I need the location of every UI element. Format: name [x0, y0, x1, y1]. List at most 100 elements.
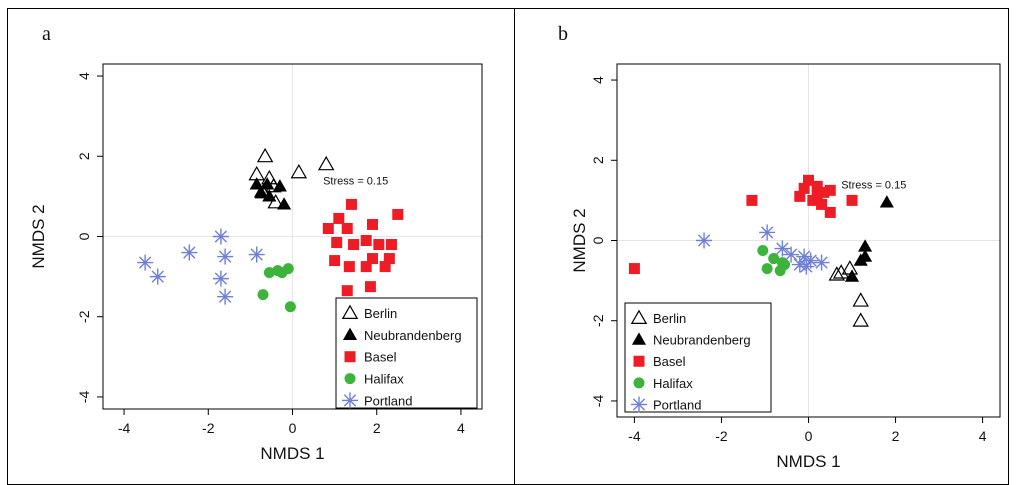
panel-a-point-basel — [341, 285, 353, 297]
panel-b-series-portland — [696, 224, 830, 275]
panel-a-point-neubrandenberg — [249, 177, 264, 190]
panel-a-xtick-label: 2 — [373, 420, 381, 436]
panel-a-point-basel — [367, 253, 379, 265]
panel-a-point-halifax — [284, 301, 296, 313]
panel-a-point-neubrandenberg — [260, 177, 275, 190]
panel-a-point-portland — [149, 268, 166, 285]
panel-a-point-basel — [345, 198, 357, 210]
panel-b-ytick-label: 0 — [590, 236, 606, 244]
panel-b-xtick-label: -4 — [628, 428, 641, 444]
panel-a-xtick-label: 4 — [457, 420, 465, 436]
panel-b-series-berlin — [828, 260, 869, 327]
panel-b-point-portland — [759, 224, 776, 241]
panel-b-point-portland — [783, 246, 800, 263]
panel-b-point-neubrandenberg — [853, 253, 868, 266]
panel-a-series-berlin — [248, 147, 335, 209]
panel-a-y-axis-title: NMDS 2 — [29, 204, 48, 268]
panel-b-ytick-label: 4 — [590, 76, 606, 84]
panel-a-xtick-label: -4 — [118, 420, 131, 436]
panel-b-point-basel — [811, 190, 823, 202]
figure-frame — [7, 8, 1009, 485]
panel-b-point-berlin — [852, 312, 869, 327]
panel-a-point-portland — [217, 248, 234, 265]
panel-a-point-basel — [367, 218, 379, 230]
panel-a-legend-label-halifax: Halifax — [364, 372, 404, 387]
panel-a-series-neubrandenberg — [249, 177, 292, 210]
panel-b-legend-label-neubrandenberg: Neubrandenberg — [653, 333, 751, 348]
panel-a-point-neubrandenberg — [277, 197, 292, 210]
panel-a-label: a — [42, 23, 51, 45]
panel-a-point-basel — [341, 222, 353, 234]
panel-b-legend-label-halifax: Halifax — [653, 376, 693, 391]
panel-b-point-halifax — [761, 263, 773, 275]
panel-a-point-neubrandenberg — [272, 179, 287, 192]
panel-b-legend-marker-berlin — [630, 309, 648, 324]
panel-a-xtick-label: -2 — [202, 420, 215, 436]
panel-a-series-basel — [322, 198, 404, 297]
panel-a-xtick-label: 0 — [289, 420, 297, 436]
panel-b-legend: Berlin Neubrandenberg Basel Halifax Portland — [624, 302, 772, 413]
panel-a-point-halifax — [276, 267, 288, 279]
panel-b-xtick-label: 4 — [979, 428, 987, 444]
panel-b-point-basel — [746, 194, 758, 206]
panel-a-point-neubrandenberg — [262, 189, 277, 202]
panel-b-point-portland — [796, 248, 813, 265]
panel-a-point-berlin — [290, 163, 308, 179]
panel-a-legend-box — [335, 297, 478, 409]
panel-a-ytick-label: 2 — [76, 152, 92, 160]
panel-b-legend-marker-halifax — [633, 377, 645, 389]
panel-a-ytick-label: 4 — [76, 72, 92, 80]
panel-b-point-berlin — [852, 292, 869, 307]
panel-a: a -4 -2 0 2 4 -4 -2 0 2 4 NMDS 1 NMDS 2 Stress = 0.1… — [29, 23, 483, 463]
panel-a-legend-marker-berlin — [341, 304, 359, 319]
panel-b-point-basel — [816, 198, 828, 210]
panel-a-legend-marker-neubrandenberg — [342, 327, 358, 341]
panel-b-point-basel — [846, 194, 858, 206]
panel-a-series-halifax — [257, 263, 296, 313]
panel-b-xtick-label: -2 — [715, 428, 728, 444]
panel-a-point-basel — [343, 261, 355, 273]
panel-b-point-basel — [803, 174, 814, 186]
panel-b-legend-label-basel: Basel — [653, 354, 686, 369]
panel-b-point-neubrandenberg — [844, 269, 860, 282]
panel-b-point-basel — [811, 180, 823, 192]
panel-b-point-basel — [798, 182, 810, 194]
panel-b-ytick-label: 2 — [590, 156, 606, 164]
panel-b-legend-box — [624, 302, 772, 413]
panel-a-point-halifax — [257, 289, 269, 301]
panel-a-point-berlin — [317, 155, 335, 171]
panel-a-point-portland — [212, 228, 229, 245]
panel-a-point-portland — [212, 270, 229, 287]
panel-b-point-portland — [791, 256, 808, 273]
panel-a-point-basel — [383, 253, 395, 265]
panel-b-point-basel — [794, 190, 806, 202]
panel-a-point-portland — [137, 254, 154, 271]
panel-b-legend-marker-portland — [631, 396, 647, 413]
panel-b-series-basel — [628, 174, 858, 275]
panel-b-xtick-label: 2 — [892, 428, 900, 444]
panel-b-point-portland — [774, 240, 791, 257]
panel-a-legend-marker-halifax — [344, 373, 356, 385]
panel-a-point-portland — [181, 244, 198, 261]
panel-b-legend-marker-basel — [633, 355, 645, 367]
panel-a-legend: Berlin Neubrandenberg Basel Halifax Portland — [335, 297, 478, 409]
panel-b-xtick-label: 0 — [805, 428, 813, 444]
panel-b-point-portland — [813, 254, 830, 271]
panel-a-ytick-label: 0 — [76, 232, 92, 240]
panel-b-series-neubrandenberg — [844, 195, 894, 282]
panel-b-point-berlin — [832, 264, 850, 279]
panel-a-point-halifax — [263, 267, 275, 279]
panel-a-point-basel — [329, 255, 341, 267]
panel-a-legend-label-neubrandenberg: Neubrandenberg — [364, 328, 462, 343]
panel-b-point-halifax — [779, 259, 791, 271]
panel-b-point-berlin — [828, 266, 846, 281]
panel-b-point-portland — [696, 232, 713, 249]
panel-a-point-basel — [322, 222, 334, 234]
panel-a-point-berlin — [256, 147, 274, 163]
panel-b-point-halifax — [768, 253, 780, 265]
panel-b-y-axis-title: NMDS 2 — [570, 208, 589, 272]
panel-b-point-portland — [802, 252, 819, 269]
panel-a-point-basel — [360, 261, 372, 273]
